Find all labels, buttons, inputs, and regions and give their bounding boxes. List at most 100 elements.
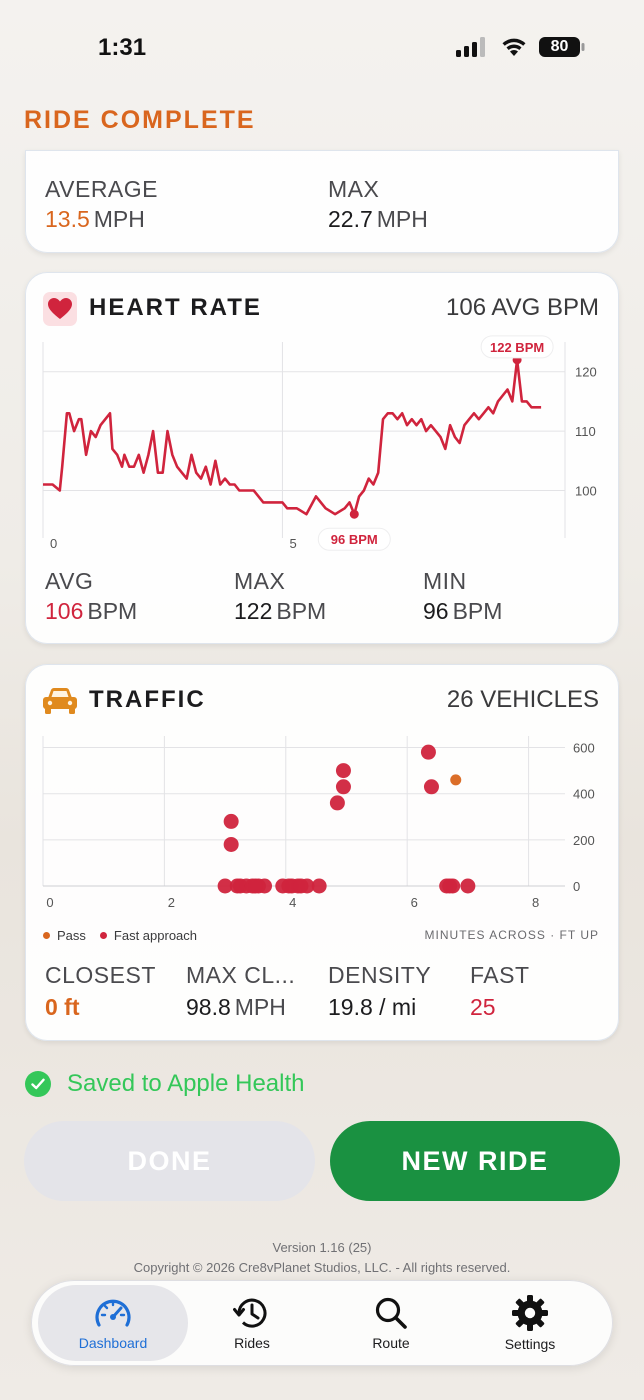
closest-value: 0 ft: [45, 994, 80, 1020]
hr-max-number: 122: [234, 598, 273, 624]
traffic-legend: Pass Fast approach: [43, 928, 197, 943]
hr-y-tick-100: 100: [575, 483, 597, 498]
max-speed-value: 22.7 MPH: [328, 206, 428, 233]
average-speed-label: AVERAGE: [45, 176, 158, 202]
hr-x-tick-5: 5: [289, 536, 296, 551]
car-icon: [43, 684, 77, 718]
hr-annotation-label-1: 96 BPM: [331, 532, 378, 547]
heart-icon: [43, 292, 77, 326]
tab-settings[interactable]: Settings: [455, 1285, 605, 1361]
health-saved-text: Saved to Apple Health: [67, 1070, 305, 1097]
tab-settings-label: Settings: [504, 1336, 556, 1352]
history-clock-icon: [233, 1298, 267, 1328]
traffic-point-fast-24: [247, 878, 263, 894]
page-title: RIDE COMPLETE: [24, 106, 256, 134]
heart-rate-title: HEART RATE: [89, 294, 262, 321]
wifi-icon: [502, 38, 526, 56]
hr-avg-value: 106 BPM: [45, 598, 137, 625]
hr-annotation-bubble-0: [480, 335, 554, 359]
new-ride-button[interactable]: NEW RIDE: [330, 1121, 620, 1201]
traffic-axis-caption: MINUTES ACROSS · FT UP: [424, 928, 599, 942]
traffic-x-tick-4: 4: [289, 895, 296, 910]
legend-pass-swatch: [43, 932, 50, 939]
traffic-y-tick-0: 0: [573, 879, 580, 894]
tab-route[interactable]: Route: [316, 1285, 466, 1361]
heart-rate-chart: 100 110 120 0 5 122 BPM 96 BPM: [42, 335, 597, 551]
max-speed-number: 22.7: [328, 206, 373, 232]
traffic-y-tick-200: 200: [573, 833, 595, 848]
heart-rate-summary: 106 AVG BPM: [446, 294, 599, 321]
done-button[interactable]: DONE: [24, 1121, 315, 1201]
hr-y-tick-110: 110: [575, 424, 596, 439]
tab-rides-label: Rides: [234, 1335, 270, 1351]
traffic-point-fast-15: [335, 763, 351, 779]
max-closing-speed-label: MAX CL...: [186, 962, 296, 988]
hr-avg-unit: BPM: [87, 598, 138, 624]
app-version: Version 1.16 (25): [272, 1240, 372, 1255]
average-speed-unit: MPH: [93, 206, 145, 232]
legend-fast-label: Fast approach: [113, 928, 198, 943]
traffic-point-pass-0: [450, 774, 462, 786]
status-time: 1:31: [98, 34, 147, 61]
gear-icon: [512, 1295, 548, 1331]
tab-bar: Dashboard Rides Route: [31, 1280, 613, 1366]
speed-card: AVERAGE 13.5 MPH MAX 22.7 MPH: [25, 150, 619, 253]
health-saved-row: Saved to Apple Health: [25, 1070, 305, 1098]
hr-annotation-point-1: [349, 509, 359, 519]
tab-dashboard-label: Dashboard: [78, 1335, 148, 1351]
battery-level: 80: [550, 38, 569, 55]
hr-min-unit: BPM: [452, 598, 503, 624]
traffic-point-fast-0: [217, 878, 233, 894]
traffic-title: TRAFFIC: [89, 686, 206, 713]
copyright-text: Copyright © 2026 Cre8vPlanet Studios, LL…: [133, 1260, 511, 1275]
hr-min-value: 96 BPM: [423, 598, 502, 625]
hr-annotation-bubble-1: [317, 527, 391, 551]
average-speed-value: 13.5 MPH: [45, 206, 145, 233]
hr-annotation-label-0: 122 BPM: [490, 340, 544, 355]
traffic-point-fast-20: [460, 878, 476, 894]
traffic-point-fast-17: [423, 779, 439, 795]
fast-value: 25: [470, 994, 496, 1020]
traffic-chart: 0 2 4 6 8 0 200 400 600: [42, 736, 595, 910]
max-closing-speed-unit: MPH: [234, 994, 286, 1020]
hr-avg-number: 106: [45, 598, 84, 624]
checkmark-circle-icon: [25, 1071, 51, 1097]
hr-max-unit: BPM: [276, 598, 327, 624]
max-speed-unit: MPH: [376, 206, 428, 232]
traffic-point-fast-13: [329, 795, 345, 811]
density-value: 19.8 / mi: [328, 994, 417, 1020]
tab-dashboard[interactable]: Dashboard: [38, 1285, 188, 1361]
max-speed-label: MAX: [328, 176, 380, 202]
tab-rides[interactable]: Rides: [177, 1285, 327, 1361]
traffic-x-tick-0: 0: [46, 895, 53, 910]
search-icon: [375, 1297, 407, 1329]
speedometer-icon: [95, 1299, 131, 1327]
traffic-point-fast-25: [293, 878, 309, 894]
traffic-point-fast-14: [335, 779, 351, 795]
battery-icon: 80: [538, 36, 586, 58]
traffic-point-fast-23: [442, 878, 458, 894]
status-bar: 1:31 80: [0, 0, 644, 96]
traffic-y-tick-400: 400: [573, 787, 595, 802]
traffic-point-fast-12: [311, 878, 327, 894]
traffic-card[interactable]: TRAFFIC 26 VEHICLES 0 2 4 6 8 0 200 400 600 Pass…: [25, 664, 619, 1041]
traffic-summary: 26 VEHICLES: [446, 686, 599, 713]
closest-label: CLOSEST: [45, 962, 156, 988]
heart-rate-card[interactable]: HEART RATE 106 AVG BPM 100 110 120 0 5 122 BP…: [25, 272, 619, 644]
traffic-point-fast-22: [281, 878, 297, 894]
max-closing-speed-number: 98.8: [186, 994, 231, 1020]
legend-fast-swatch: [99, 932, 107, 939]
traffic-point-fast-6: [223, 836, 239, 852]
hr-min-number: 96: [423, 598, 449, 624]
traffic-point-fast-16: [420, 744, 436, 760]
traffic-x-tick-6: 6: [411, 895, 418, 910]
hr-min-label: MIN: [423, 568, 467, 594]
hr-max-value: 122 BPM: [234, 598, 326, 625]
fast-label: FAST: [470, 962, 530, 988]
hr-x-tick-0: 0: [50, 536, 57, 551]
traffic-y-tick-600: 600: [573, 741, 595, 756]
traffic-x-tick-8: 8: [532, 895, 539, 910]
traffic-x-tick-2: 2: [168, 895, 175, 910]
density-label: DENSITY: [328, 962, 432, 988]
legend-pass-label: Pass: [57, 928, 86, 943]
